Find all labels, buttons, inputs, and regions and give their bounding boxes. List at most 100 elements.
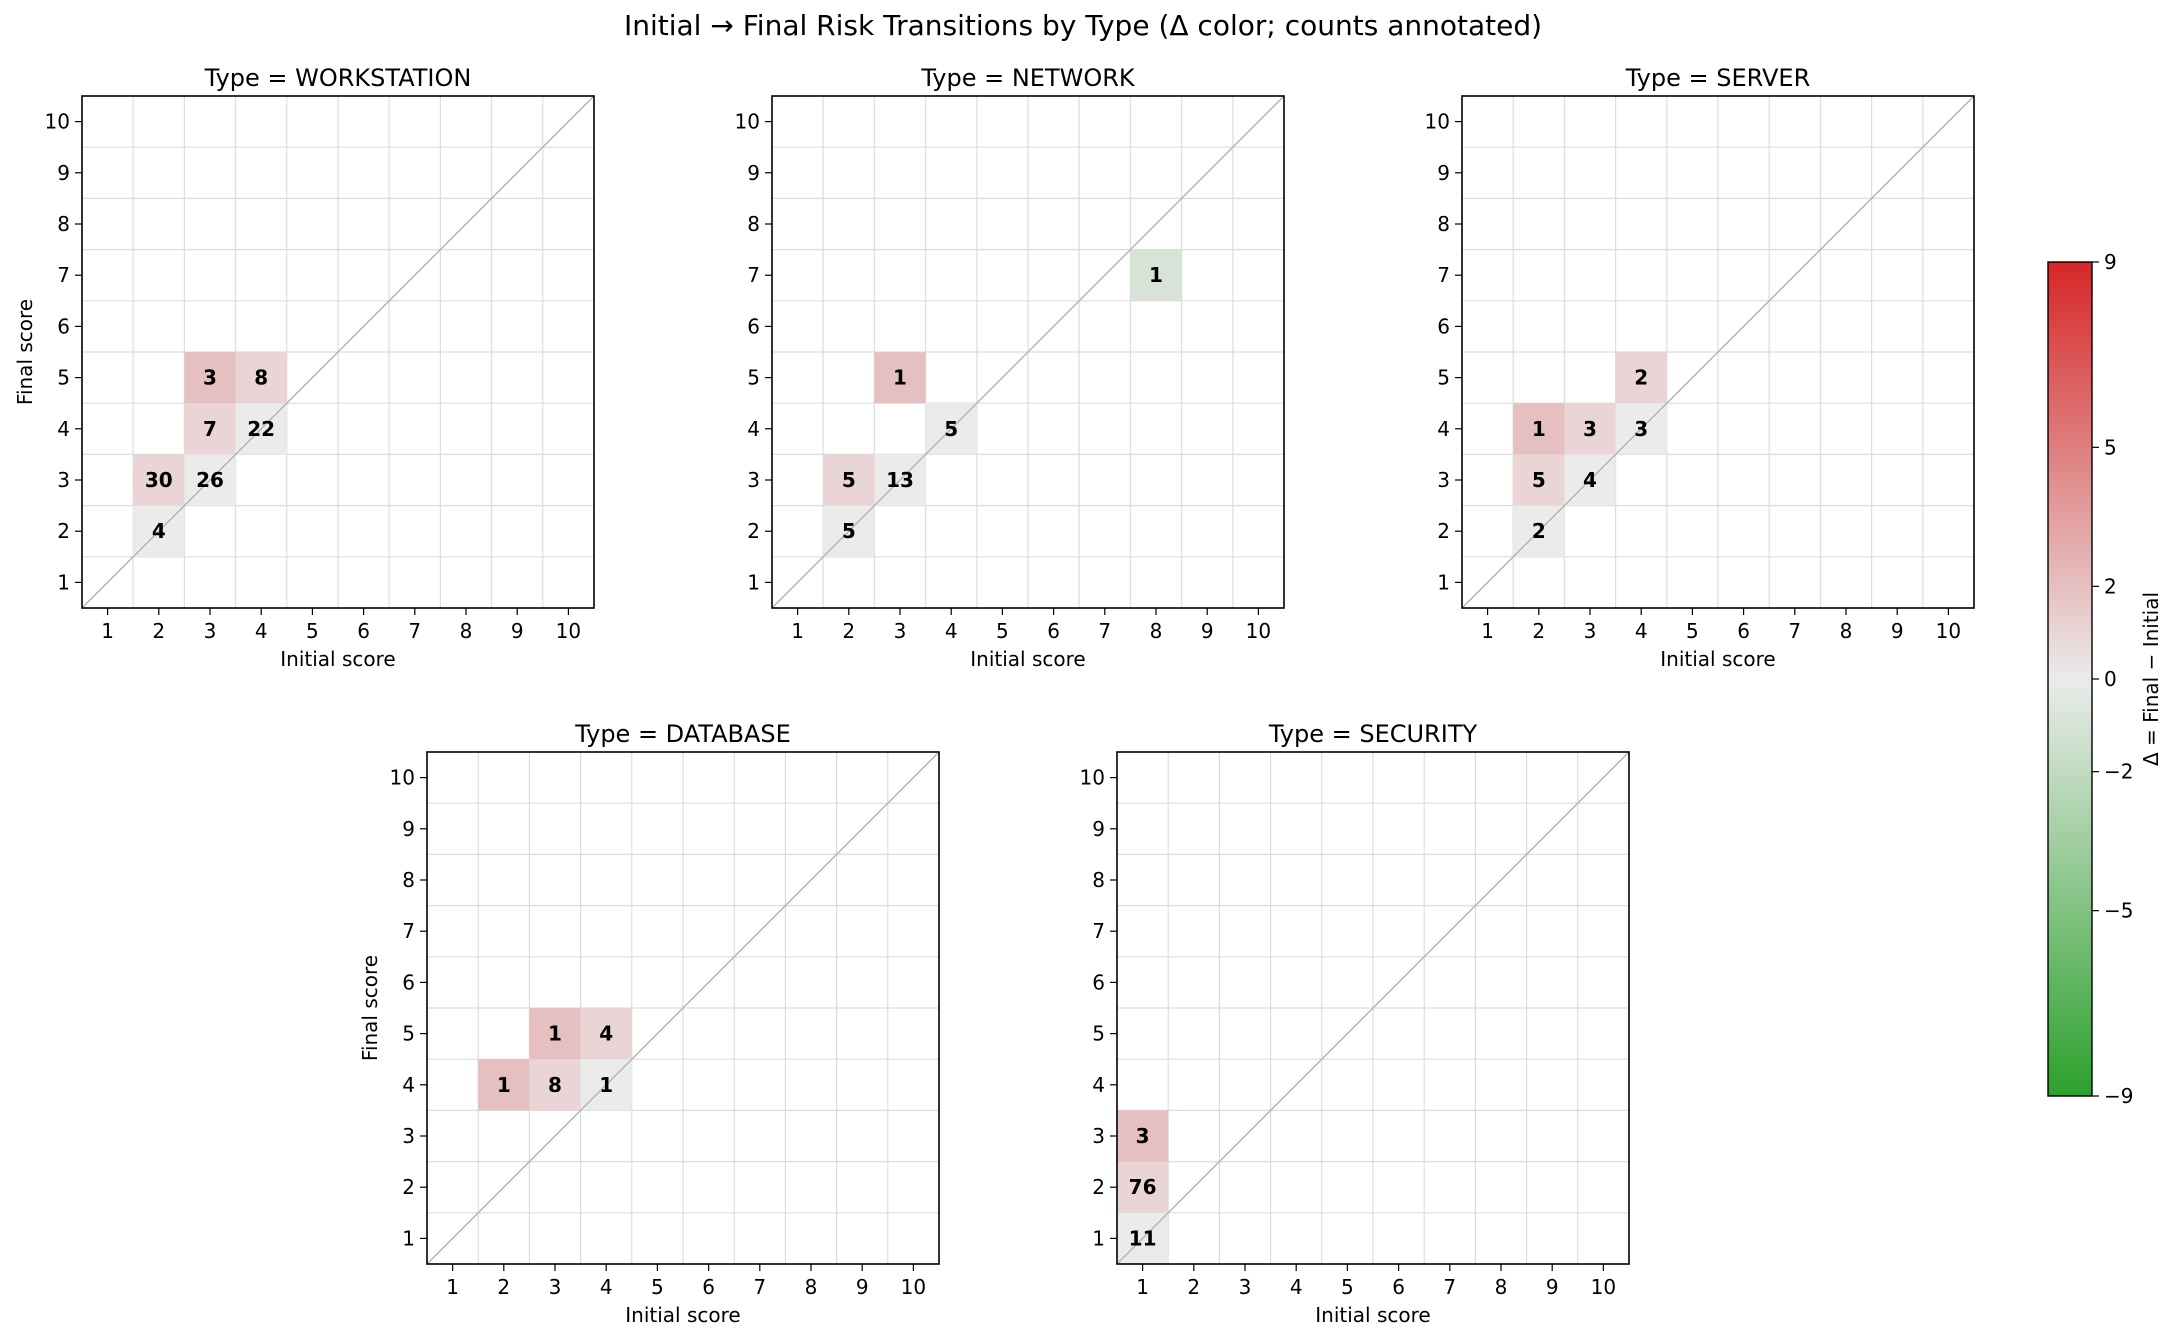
count-label: 11 — [1129, 1226, 1157, 1250]
y-tick-label: 6 — [1437, 314, 1450, 338]
y-tick-label: 10 — [45, 110, 70, 134]
count-label: 8 — [254, 366, 268, 390]
y-tick-label: 10 — [1080, 766, 1105, 790]
x-tick-label: 7 — [753, 1275, 766, 1299]
count-label: 13 — [886, 468, 914, 492]
y-tick-label: 8 — [402, 868, 415, 892]
x-tick-label: 6 — [1392, 1275, 1405, 1299]
axes-frame — [81, 95, 595, 609]
panel-5: 11 76 3 1 2 3 4 5 6 7 8 9 10 1 2 3 4 5 6 7 8 9 10 Type = SECURI… — [1080, 720, 1630, 1327]
y-tick-label: 1 — [1437, 570, 1450, 594]
x-tick-label: 6 — [1737, 619, 1750, 643]
y-tick-label: 3 — [1092, 1124, 1105, 1148]
y-tick-label: 5 — [1437, 366, 1450, 390]
heatmap-cell — [184, 352, 236, 404]
x-tick-label: 5 — [1686, 619, 1699, 643]
y-tick-label: 10 — [735, 110, 760, 134]
x-tick-label: 6 — [1047, 619, 1060, 643]
count-label: 4 — [1583, 468, 1597, 492]
count-label: 1 — [599, 1073, 613, 1097]
y-tick-label: 2 — [402, 1175, 415, 1199]
y-tick-label: 4 — [402, 1073, 415, 1097]
count-label: 4 — [599, 1022, 613, 1046]
y-tick-label: 1 — [402, 1226, 415, 1250]
count-label: 1 — [1532, 417, 1546, 441]
x-tick-label: 2 — [842, 619, 855, 643]
x-axis-label: Initial score — [1315, 1303, 1430, 1327]
x-tick-label: 6 — [357, 619, 370, 643]
count-label: 1 — [497, 1073, 511, 1097]
y-tick-label: 1 — [1092, 1226, 1105, 1250]
x-tick-label: 4 — [1635, 619, 1648, 643]
axes-frame — [771, 95, 1285, 609]
x-tick-label: 2 — [1187, 1275, 1200, 1299]
colorbar-tick-label: 9 — [2104, 250, 2117, 274]
y-tick-label: 6 — [1092, 970, 1105, 994]
panel-title: Type = SERVER — [1625, 64, 1811, 92]
count-label: 2 — [1532, 519, 1546, 543]
y-tick-label: 8 — [57, 212, 70, 236]
x-tick-label: 1 — [791, 619, 804, 643]
y-tick-label: 7 — [402, 919, 415, 943]
heatmap-cell — [1117, 1161, 1169, 1213]
heatmap-cell — [1513, 403, 1565, 455]
colorbar-gradient — [2048, 262, 2092, 1096]
x-tick-label: 2 — [497, 1275, 510, 1299]
count-label: 76 — [1129, 1175, 1157, 1199]
count-label: 5 — [842, 519, 856, 543]
count-label: 2 — [1634, 366, 1648, 390]
heatmap-cell — [235, 352, 287, 404]
y-tick-label: 3 — [1437, 468, 1450, 492]
x-tick-label: 5 — [651, 1275, 664, 1299]
x-tick-label: 3 — [1584, 619, 1597, 643]
x-tick-label: 7 — [408, 619, 421, 643]
x-tick-label: 4 — [600, 1275, 613, 1299]
y-tick-label: 7 — [1092, 919, 1105, 943]
y-tick-label: 5 — [747, 366, 760, 390]
y-tick-label: 9 — [57, 161, 70, 185]
x-tick-label: 7 — [1788, 619, 1801, 643]
panel-title: Type = NETWORK — [920, 64, 1136, 92]
x-tick-label: 9 — [856, 1275, 869, 1299]
x-tick-label: 3 — [894, 619, 907, 643]
x-tick-label: 10 — [1591, 1275, 1616, 1299]
x-tick-label: 9 — [1201, 619, 1214, 643]
axes-frame — [426, 751, 940, 1265]
x-axis-label: Initial score — [1660, 647, 1775, 671]
x-tick-label: 8 — [1150, 619, 1163, 643]
colorbar-tick-label: −2 — [2104, 760, 2133, 784]
y-tick-label: 3 — [402, 1124, 415, 1148]
count-label: 5 — [944, 417, 958, 441]
count-label: 5 — [842, 468, 856, 492]
heatmap-cell — [580, 1008, 632, 1060]
diagonal-line — [81, 95, 595, 609]
x-tick-label: 5 — [996, 619, 1009, 643]
count-label: 3 — [1136, 1124, 1150, 1148]
y-tick-label: 3 — [747, 468, 760, 492]
x-tick-label: 10 — [556, 619, 581, 643]
diagonal-line — [426, 751, 940, 1265]
count-label: 1 — [893, 366, 907, 390]
y-tick-label: 4 — [1092, 1073, 1105, 1097]
colorbar-tick-label: 2 — [2104, 574, 2117, 598]
y-tick-label: 4 — [57, 417, 70, 441]
y-tick-label: 1 — [747, 570, 760, 594]
colorbar-tick-label: −9 — [2104, 1084, 2133, 1108]
y-tick-label: 2 — [1092, 1175, 1105, 1199]
heatmap-cell — [823, 454, 875, 506]
x-tick-label: 9 — [1546, 1275, 1559, 1299]
count-label: 3 — [1634, 417, 1648, 441]
x-tick-label: 9 — [511, 619, 524, 643]
count-label: 30 — [145, 468, 173, 492]
y-tick-label: 6 — [747, 314, 760, 338]
count-label: 1 — [1149, 263, 1163, 287]
x-tick-label: 3 — [549, 1275, 562, 1299]
colorbar-tick-label: 0 — [2104, 667, 2117, 691]
colorbar-tick-label: −5 — [2104, 899, 2133, 923]
y-tick-label: 4 — [747, 417, 760, 441]
y-tick-label: 3 — [57, 468, 70, 492]
heatmap-cell — [1117, 1110, 1169, 1162]
y-axis-label: Final score — [13, 299, 37, 405]
x-tick-label: 3 — [204, 619, 217, 643]
